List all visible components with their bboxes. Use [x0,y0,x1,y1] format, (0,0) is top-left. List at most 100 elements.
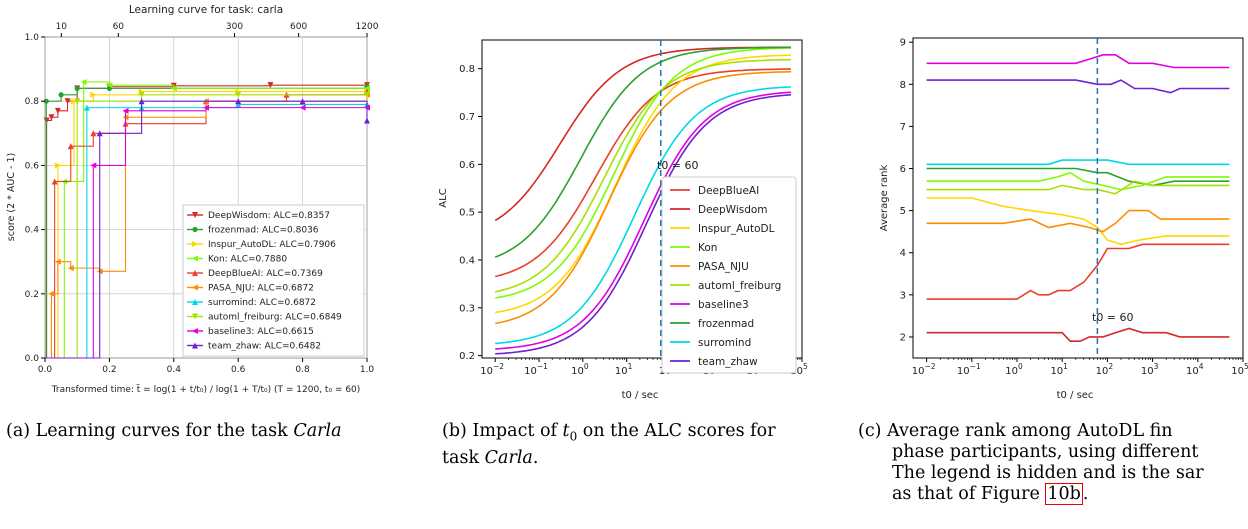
chart-title: Learning curve for task: carla [129,4,283,16]
y-tick-label: 4 [900,248,906,259]
legend-label: DeepBlueAI [698,185,759,197]
vline-label: t0 = 60 [657,159,699,172]
data-point [364,91,370,98]
data-point [70,98,77,105]
data-point [364,117,370,124]
legend-label: baseline3: ALC=0.6615 [208,327,314,337]
x-tick-label: 100 [571,362,589,377]
y-tick-label: 0.4 [459,255,475,266]
y-tick-label: 1.0 [25,33,40,43]
x-tick-label: 103 [1141,362,1159,377]
data-point [96,130,103,137]
y-tick-label: 0.6 [25,161,40,171]
series-line [926,197,1230,246]
data-point [122,107,129,114]
x-tick-label: 10−1 [524,362,548,377]
y-ticks: 2 3 4 5 6 7 8 9 [900,38,913,343]
series-line [926,243,1230,300]
y-tick-label: 7 [900,122,906,133]
y-tick-label: 0.8 [459,64,475,75]
series-line [495,58,792,293]
figure-ref-link[interactable]: 10b [1045,483,1083,505]
y-tick-label: 0.2 [459,351,475,362]
legend: DeepBlueAI DeepWisdom Inspur_AutoDL Kon PASA… [661,176,797,374]
data-point [299,98,306,105]
series-line [926,167,1230,187]
x-axis-label: t0 / sec [1057,390,1094,401]
y-axis-label: ALC [438,188,449,207]
data-point [192,212,198,218]
series-line [495,70,792,325]
top-tick-label: 1200 [356,22,379,32]
series-line [926,180,1230,195]
caption-text: task [442,447,485,468]
data-point [192,328,198,334]
legend-label: Inspur_AutoDL: ALC=0.7906 [208,240,336,250]
caption-line: phase participants, using different [892,442,1199,462]
data-point [90,162,97,169]
series-line [45,81,367,359]
data-point [58,92,64,98]
caption-task: Carla [293,421,342,441]
x-tick-label: 101 [615,362,633,377]
caption-b: (b) Impact of t0 on the ALC scores for t… [442,421,842,469]
y-tick-label: 0.0 [25,354,40,364]
y-tick-label: 3 [900,290,906,301]
legend-label: DeepWisdom [698,204,768,216]
x-tick-label: 0.4 [167,365,182,375]
y-tick-label: 0.4 [25,226,40,236]
x-ticks: 10−2 10−1 100 101 102 103 104 105 [912,358,1248,377]
legend-label: surromind: ALC=0.6872 [208,298,316,308]
data-point [64,98,71,105]
data-point [299,104,306,111]
series-group [494,40,792,358]
legend-label: surromind [698,337,751,349]
data-point [138,98,145,105]
x-tick-label: 10−2 [480,362,504,377]
data-point [235,101,242,108]
data-point [54,162,61,169]
caption-a: (a) Learning curves for the task Carla [6,421,426,442]
legend-label: team_zhaw: ALC=0.6482 [208,342,321,352]
x-tick-label: 1.0 [360,365,375,375]
data-point [192,255,198,262]
caption-task: Carla [484,447,533,468]
legend-label: PASA_NJU [698,261,749,273]
series-line [495,54,792,314]
x-tick-label: 0.2 [102,365,116,375]
data-point [192,226,198,233]
series-group [43,78,370,359]
x-tick-label: 10−1 [957,362,981,377]
data-point [106,82,113,89]
vline-label: t0 = 60 [1092,311,1134,324]
caption-t0-sub: 0 [569,429,578,444]
series-line [495,94,792,355]
data-point [192,299,198,305]
series-line [495,91,792,350]
series-line [926,327,1230,342]
y-axis-label: Average rank [879,164,890,231]
legend-label: Inspur_AutoDL [698,223,775,235]
data-point [67,143,74,150]
legend: DeepWisdom: ALC=0.8357 frozenmad: ALC=0.8… [182,204,365,357]
x-tick-label: 101 [1050,362,1068,377]
caption-t0: t [562,421,570,441]
y-tick-label: 0.3 [459,303,475,314]
caption-line: (c) Average rank among AutoDL fin [858,421,1173,441]
data-point [83,104,90,111]
x-axis-label: Transformed time: t̃ = log(1 + t/t₀) / l… [51,383,361,395]
series-line [494,46,791,258]
y-tick-label: 9 [900,38,906,49]
y-ticks: 0.2 0.3 0.4 0.5 0.6 0.7 0.8 [459,64,482,362]
data-point [80,78,87,85]
data-point [267,82,274,89]
x-tick-label: 0.8 [295,365,310,375]
caption-line: as that of Figure [892,484,1046,504]
data-point [90,91,97,98]
y-ticks: 0.0 0.2 0.4 0.6 0.8 1.0 [25,33,45,364]
series-line [495,47,791,299]
legend-label: frozenmad: ALC=0.8036 [208,226,319,236]
data-point [54,258,61,265]
caption-text: (a) Learning curves for the task [6,421,294,441]
